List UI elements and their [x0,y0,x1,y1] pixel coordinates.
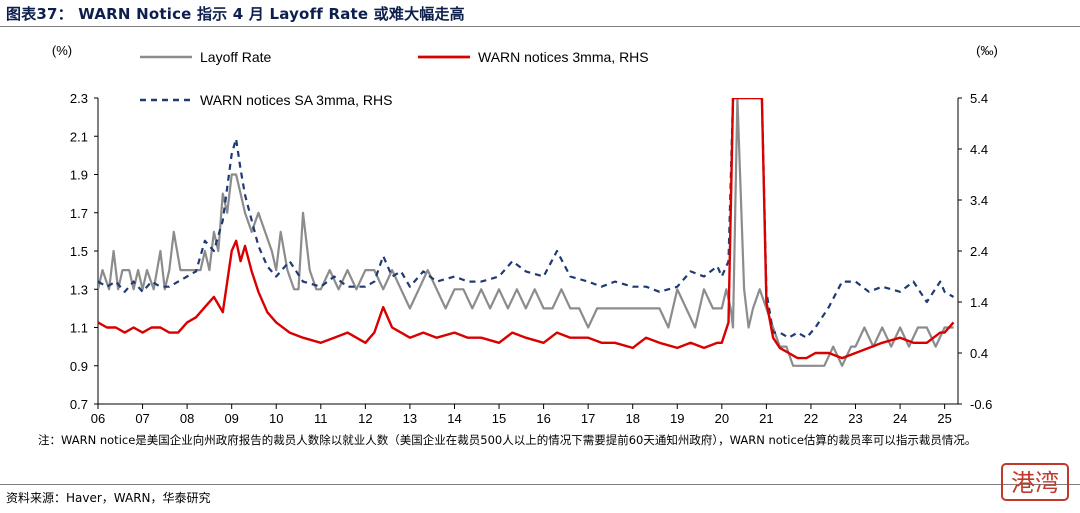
x-tick-label: 23 [848,411,862,426]
left-tick-label: 1.1 [70,321,88,336]
x-tick-label: 19 [670,411,684,426]
right-tick-label: 2.4 [970,244,988,259]
left-axis-unit: (%) [52,43,72,58]
x-tick-label: 12 [358,411,372,426]
x-tick-label: 16 [536,411,550,426]
legend-label-1: WARN notices 3mma, RHS [478,49,649,65]
right-tick-label: 4.4 [970,142,988,157]
left-tick-label: 1.3 [70,282,88,297]
series-group [98,98,955,367]
x-tick-label: 10 [269,411,283,426]
x-tick-label: 11 [314,411,328,426]
legend-label-0: Layoff Rate [200,49,272,65]
source-divider [0,484,1080,485]
x-tick-label: 20 [715,411,729,426]
left-tick-label: 0.7 [70,397,88,412]
source-text: 资料来源：Haver，WARN，华泰研究 [6,491,211,505]
series-line-1 [98,98,955,360]
right-tick-label: 1.4 [970,295,988,310]
x-tick-label: 24 [893,411,907,426]
x-tick-label: 07 [135,411,149,426]
x-tick-label: 18 [625,411,639,426]
left-tick-label: 2.3 [70,91,88,106]
left-tick-label: 2.1 [70,129,88,144]
x-tick-label: 21 [759,411,773,426]
x-tick-label: 06 [91,411,105,426]
watermark-logo: 港湾 [1001,463,1069,501]
x-tick-label: 08 [180,411,194,426]
legend-label-2: WARN notices SA 3mma, RHS [200,92,392,108]
x-tick-label: 13 [403,411,417,426]
footnote: 注：WARN notice是美国企业向州政府报告的裁员人数除以就业人数（美国企业… [38,433,977,447]
title-divider [0,26,1080,27]
x-tick-label: 15 [492,411,506,426]
right-tick-label: -0.6 [970,397,992,412]
legend: Layoff Rate WARN notices 3mma, RHS WARN no… [140,49,649,108]
line-chart: (%) (‰) 0.7 0.9 1.1 1.3 1.5 1.7 1.9 2.1 2.3 -0.6 0.4… [52,43,998,426]
x-tick-label: 25 [937,411,951,426]
right-tick-label: 0.4 [970,346,988,361]
right-tick-label: 3.4 [970,193,988,208]
x-tick-label: 17 [581,411,595,426]
left-tick-label: 1.9 [70,168,88,183]
series-line-2 [98,98,955,339]
left-tick-label: 0.9 [70,359,88,374]
x-tick-label: 14 [447,411,461,426]
figure-title: 图表37： WARN Notice 指示 4 月 Layoff Rate 或难大… [6,5,465,23]
left-tick-label: 1.7 [70,206,88,221]
series-line-0 [98,98,954,367]
x-tick-label: 22 [804,411,818,426]
svg-text:港湾: 港湾 [1011,470,1059,497]
x-tick-label: 09 [224,411,238,426]
axis-group: (%) (‰) 0.7 0.9 1.1 1.3 1.5 1.7 1.9 2.1 2.3 -0.6 0.4… [52,43,998,426]
right-axis-unit: (‰) [976,43,998,58]
left-tick-label: 1.5 [70,244,88,259]
right-tick-label: 5.4 [970,91,988,106]
